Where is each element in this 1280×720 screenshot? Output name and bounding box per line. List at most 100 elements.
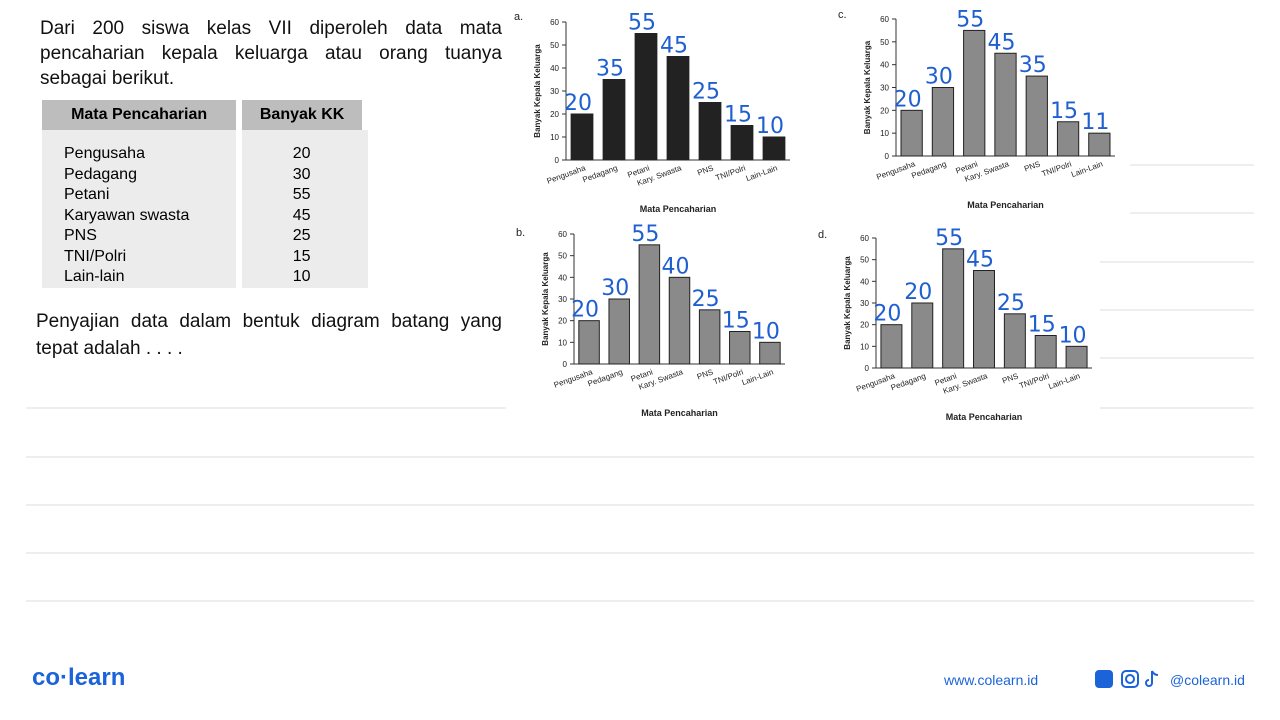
website: www.colearn.id [944,672,1039,688]
x-axis-label: Mata Pencaharian [640,204,717,214]
table-cell: Pengusaha [64,145,145,162]
handwritten-annotation: 25 [692,80,720,105]
handwritten-annotation: 10 [1059,323,1087,348]
table-row: PNS 25 [42,226,365,247]
y-tick-label: 50 [880,38,889,47]
question-intro: Dari 200 siswa kelas VII diperoleh data … [40,18,502,89]
y-tick-label: 10 [550,133,559,142]
table-cell: Lain-lain [64,268,125,285]
handwritten-annotation: 10 [756,114,784,139]
table-row: Petani 55 [42,185,365,206]
y-tick-label: 10 [880,129,889,138]
table-cell: Pedagang [64,165,137,183]
y-tick-label: 60 [880,15,889,24]
x-tick-label: PNS [696,367,715,381]
chart-label: b. [516,227,525,239]
table-cell: Petani [64,186,110,203]
y-tick-label: 30 [558,295,567,304]
y-tick-label: 0 [555,156,560,165]
bar [1065,345,1088,369]
table-header: Mata Pencaharian [42,100,243,130]
x-tick-label: Lain-Lain [741,367,775,387]
table-row: Pedagang 30 [42,164,365,185]
handwritten-annotation: 40 [662,254,690,279]
x-tick-label: Pengusaha [875,159,917,181]
x-tick-label: Pedagang [587,367,624,388]
x-axis-label: Mata Pencaharian [641,408,718,418]
handwritten-annotation: 20 [564,91,592,116]
bar [1025,75,1048,157]
handwritten-annotation: 25 [997,291,1025,316]
handwritten-annotation: 25 [692,287,720,312]
table-row: TNI/Polri 15 [42,246,365,267]
bar [666,56,690,161]
bar [602,79,626,161]
y-tick-label: 60 [558,230,567,239]
x-tick-label: Lain-Lain [1070,159,1104,179]
handwritten-annotation: 20 [571,298,599,323]
handwritten-annotation: 35 [1019,53,1047,78]
x-tick-label: TNI/Polri [712,367,745,386]
chart-label: d. [818,229,827,241]
x-tick-label: Pedagang [581,163,618,184]
handwritten-annotation: 45 [988,30,1016,55]
y-tick-label: 10 [558,338,567,347]
x-tick-label: TNI/Polri [1040,159,1073,178]
bar [729,331,751,365]
y-tick-label: 50 [550,41,559,50]
social-icons [1095,670,1159,688]
bar [973,270,995,369]
bar [1088,132,1111,157]
y-tick-label: 50 [860,256,869,265]
handwritten-annotation: 35 [596,57,624,82]
handwritten-annotation: 20 [904,280,932,305]
chart-label: a. [514,11,523,23]
bar [698,309,721,365]
bar [698,102,722,161]
bar [762,136,786,161]
handwritten-annotation: 55 [631,222,659,247]
y-tick-label: 40 [860,277,869,286]
handwritten-annotation: 55 [628,11,656,36]
data-table: Mata Pencaharian Banyak KK Pengusaha 20 Ped… [42,100,368,288]
x-tick-label: Pedagang [890,371,927,392]
y-tick-label: 40 [550,64,559,73]
x-tick-label: Lain-Lain [745,163,779,183]
table-row: Pengusaha 20 [42,130,365,165]
y-tick-label: 10 [860,342,869,351]
x-axis-label: Mata Pencaharian [946,412,1023,422]
y-tick-label: 50 [558,252,567,261]
table-cell: 20 [236,130,365,165]
bar [880,324,903,369]
table-cell: 10 [236,267,365,288]
y-tick-label: 0 [563,360,568,369]
y-tick-label: 0 [865,364,870,373]
bar [1034,335,1057,369]
y-axis-label: Banyak Kepala Keluarga [863,40,872,134]
logo: co·learn [32,664,126,691]
bar [900,109,923,157]
y-tick-label: 30 [880,84,889,93]
x-tick-label: Pedagang [910,159,947,180]
handwritten-annotation: 20 [894,87,922,112]
handwritten-annotation: 15 [722,309,750,334]
y-tick-label: 20 [880,106,889,115]
handwritten-annotation: 10 [752,319,780,344]
bar [570,113,594,161]
table-cell: PNS [64,227,97,244]
x-tick-label: PNS [696,163,715,177]
question-prompt: Penyajian data dalam bentuk diagram bata… [36,311,502,359]
y-tick-label: 30 [550,87,559,96]
y-tick-label: 40 [880,61,889,70]
bar [634,33,658,161]
handwritten-annotation: 15 [724,103,752,128]
handwritten-annotation: 15 [1028,313,1056,338]
bar [730,125,754,161]
y-tick-label: 0 [885,152,890,161]
y-axis-label: Banyak Kepala Keluarga [541,252,550,346]
y-axis-label: Banyak Kepala Keluarga [533,44,542,138]
handwritten-annotation: 20 [873,302,901,327]
bar [994,52,1017,157]
